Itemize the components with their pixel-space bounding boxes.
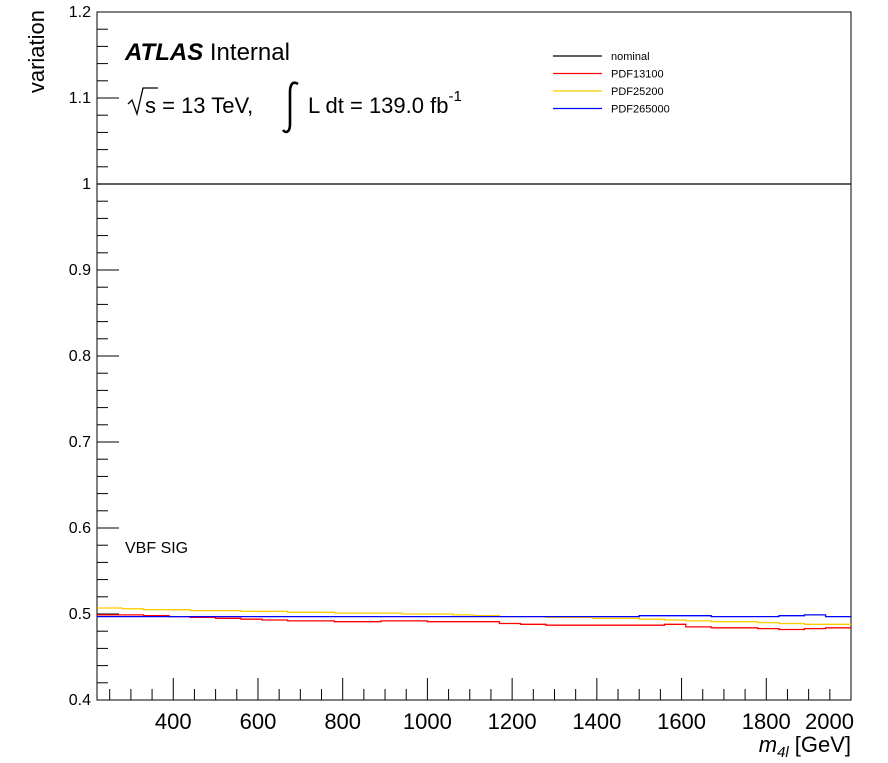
x-axis-subscript: 4l <box>777 744 789 761</box>
y-tick-label: 0.6 <box>69 520 91 537</box>
series-pdf13100 <box>97 614 851 631</box>
legend-label: PDF13100 <box>611 69 664 81</box>
legend-label: PDF25200 <box>611 86 664 98</box>
x-tick-label: 1400 <box>572 709 621 734</box>
x-axis-title: m4l [GeV] <box>759 732 851 761</box>
sqrt-sign-icon <box>127 87 158 117</box>
x-tick-labels: 400 600 800 1000 1200 1400 1600 1800 2000 <box>155 709 854 734</box>
y-tick-label: 0.9 <box>69 262 91 279</box>
legend-label: nominal <box>611 51 650 63</box>
atlas-label-bold: ATLAS <box>124 39 203 66</box>
y-tick-label: 0.8 <box>69 348 91 365</box>
y-tick-label: 1 <box>82 176 91 193</box>
x-axis-symbol: m <box>759 732 777 757</box>
lumi-exponent: -1 <box>448 88 461 105</box>
region-label: VBF SIG <box>125 540 188 557</box>
y-tick-label: 0.5 <box>69 606 91 623</box>
legend: nominal PDF13100 PDF25200 PDF265000 <box>553 51 670 116</box>
lumi-text: L dt = 139.0 fb-1 <box>308 88 462 118</box>
energy-lumi-label: s = 13 TeV, L dt = 139.0 fb-1 <box>127 81 462 134</box>
axis-ticks <box>97 11 831 701</box>
x-axis-unit: [GeV] <box>795 732 851 757</box>
series-layer <box>97 183 851 631</box>
integral-sign-icon <box>281 81 299 134</box>
atlas-label-status: Internal <box>210 39 290 66</box>
x-tick-label: 600 <box>240 709 277 734</box>
x-tick-label: 400 <box>155 709 192 734</box>
legend-label: PDF265000 <box>611 104 670 116</box>
energy-text: s = 13 TeV, <box>145 93 253 118</box>
x-tick-label: 1200 <box>488 709 537 734</box>
x-tick-label: 1800 <box>742 709 791 734</box>
x-tick-label: 2000 <box>805 709 854 734</box>
series-pdf265000 <box>97 614 851 618</box>
x-tick-label: 1000 <box>403 709 452 734</box>
y-tick-label: 0.7 <box>69 434 91 451</box>
y-tick-label: 0.4 <box>69 692 91 709</box>
y-tick-labels: 0.4 0.5 0.6 0.7 0.8 0.9 1 1.1 1.2 <box>69 4 91 709</box>
x-tick-label: 800 <box>324 709 361 734</box>
y-axis-title: variation <box>24 10 49 93</box>
lumi-value: L dt = 139.0 fb <box>308 93 448 118</box>
x-tick-label: 1600 <box>657 709 706 734</box>
atlas-label: ATLAS Internal <box>124 39 290 66</box>
y-tick-label: 1.1 <box>69 90 91 107</box>
y-tick-label: 1.2 <box>69 4 91 21</box>
series-pdf25200 <box>97 607 851 625</box>
